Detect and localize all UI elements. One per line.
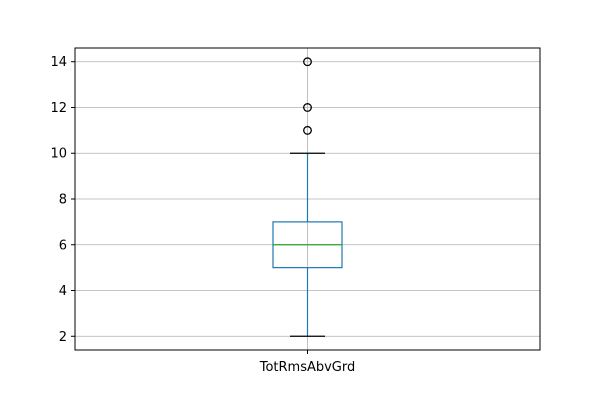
y-tick-label: 14 <box>50 55 67 70</box>
outlier-point <box>303 103 312 112</box>
outlier-point <box>303 57 312 67</box>
box-group <box>272 57 343 337</box>
y-tick-label: 8 <box>59 193 67 208</box>
y-tick-label: 12 <box>50 101 67 116</box>
axis-ticks: 2 4 6 8 10 12 14 TotRmsAbvGrd <box>50 55 355 375</box>
y-tick-label: 10 <box>50 147 67 162</box>
outlier-point <box>303 125 312 135</box>
y-tick-label: 6 <box>59 238 67 253</box>
y-tick-label: 4 <box>59 284 67 299</box>
x-tick-label: TotRmsAbvGrd <box>259 360 356 375</box>
y-tick-label: 2 <box>59 330 67 345</box>
